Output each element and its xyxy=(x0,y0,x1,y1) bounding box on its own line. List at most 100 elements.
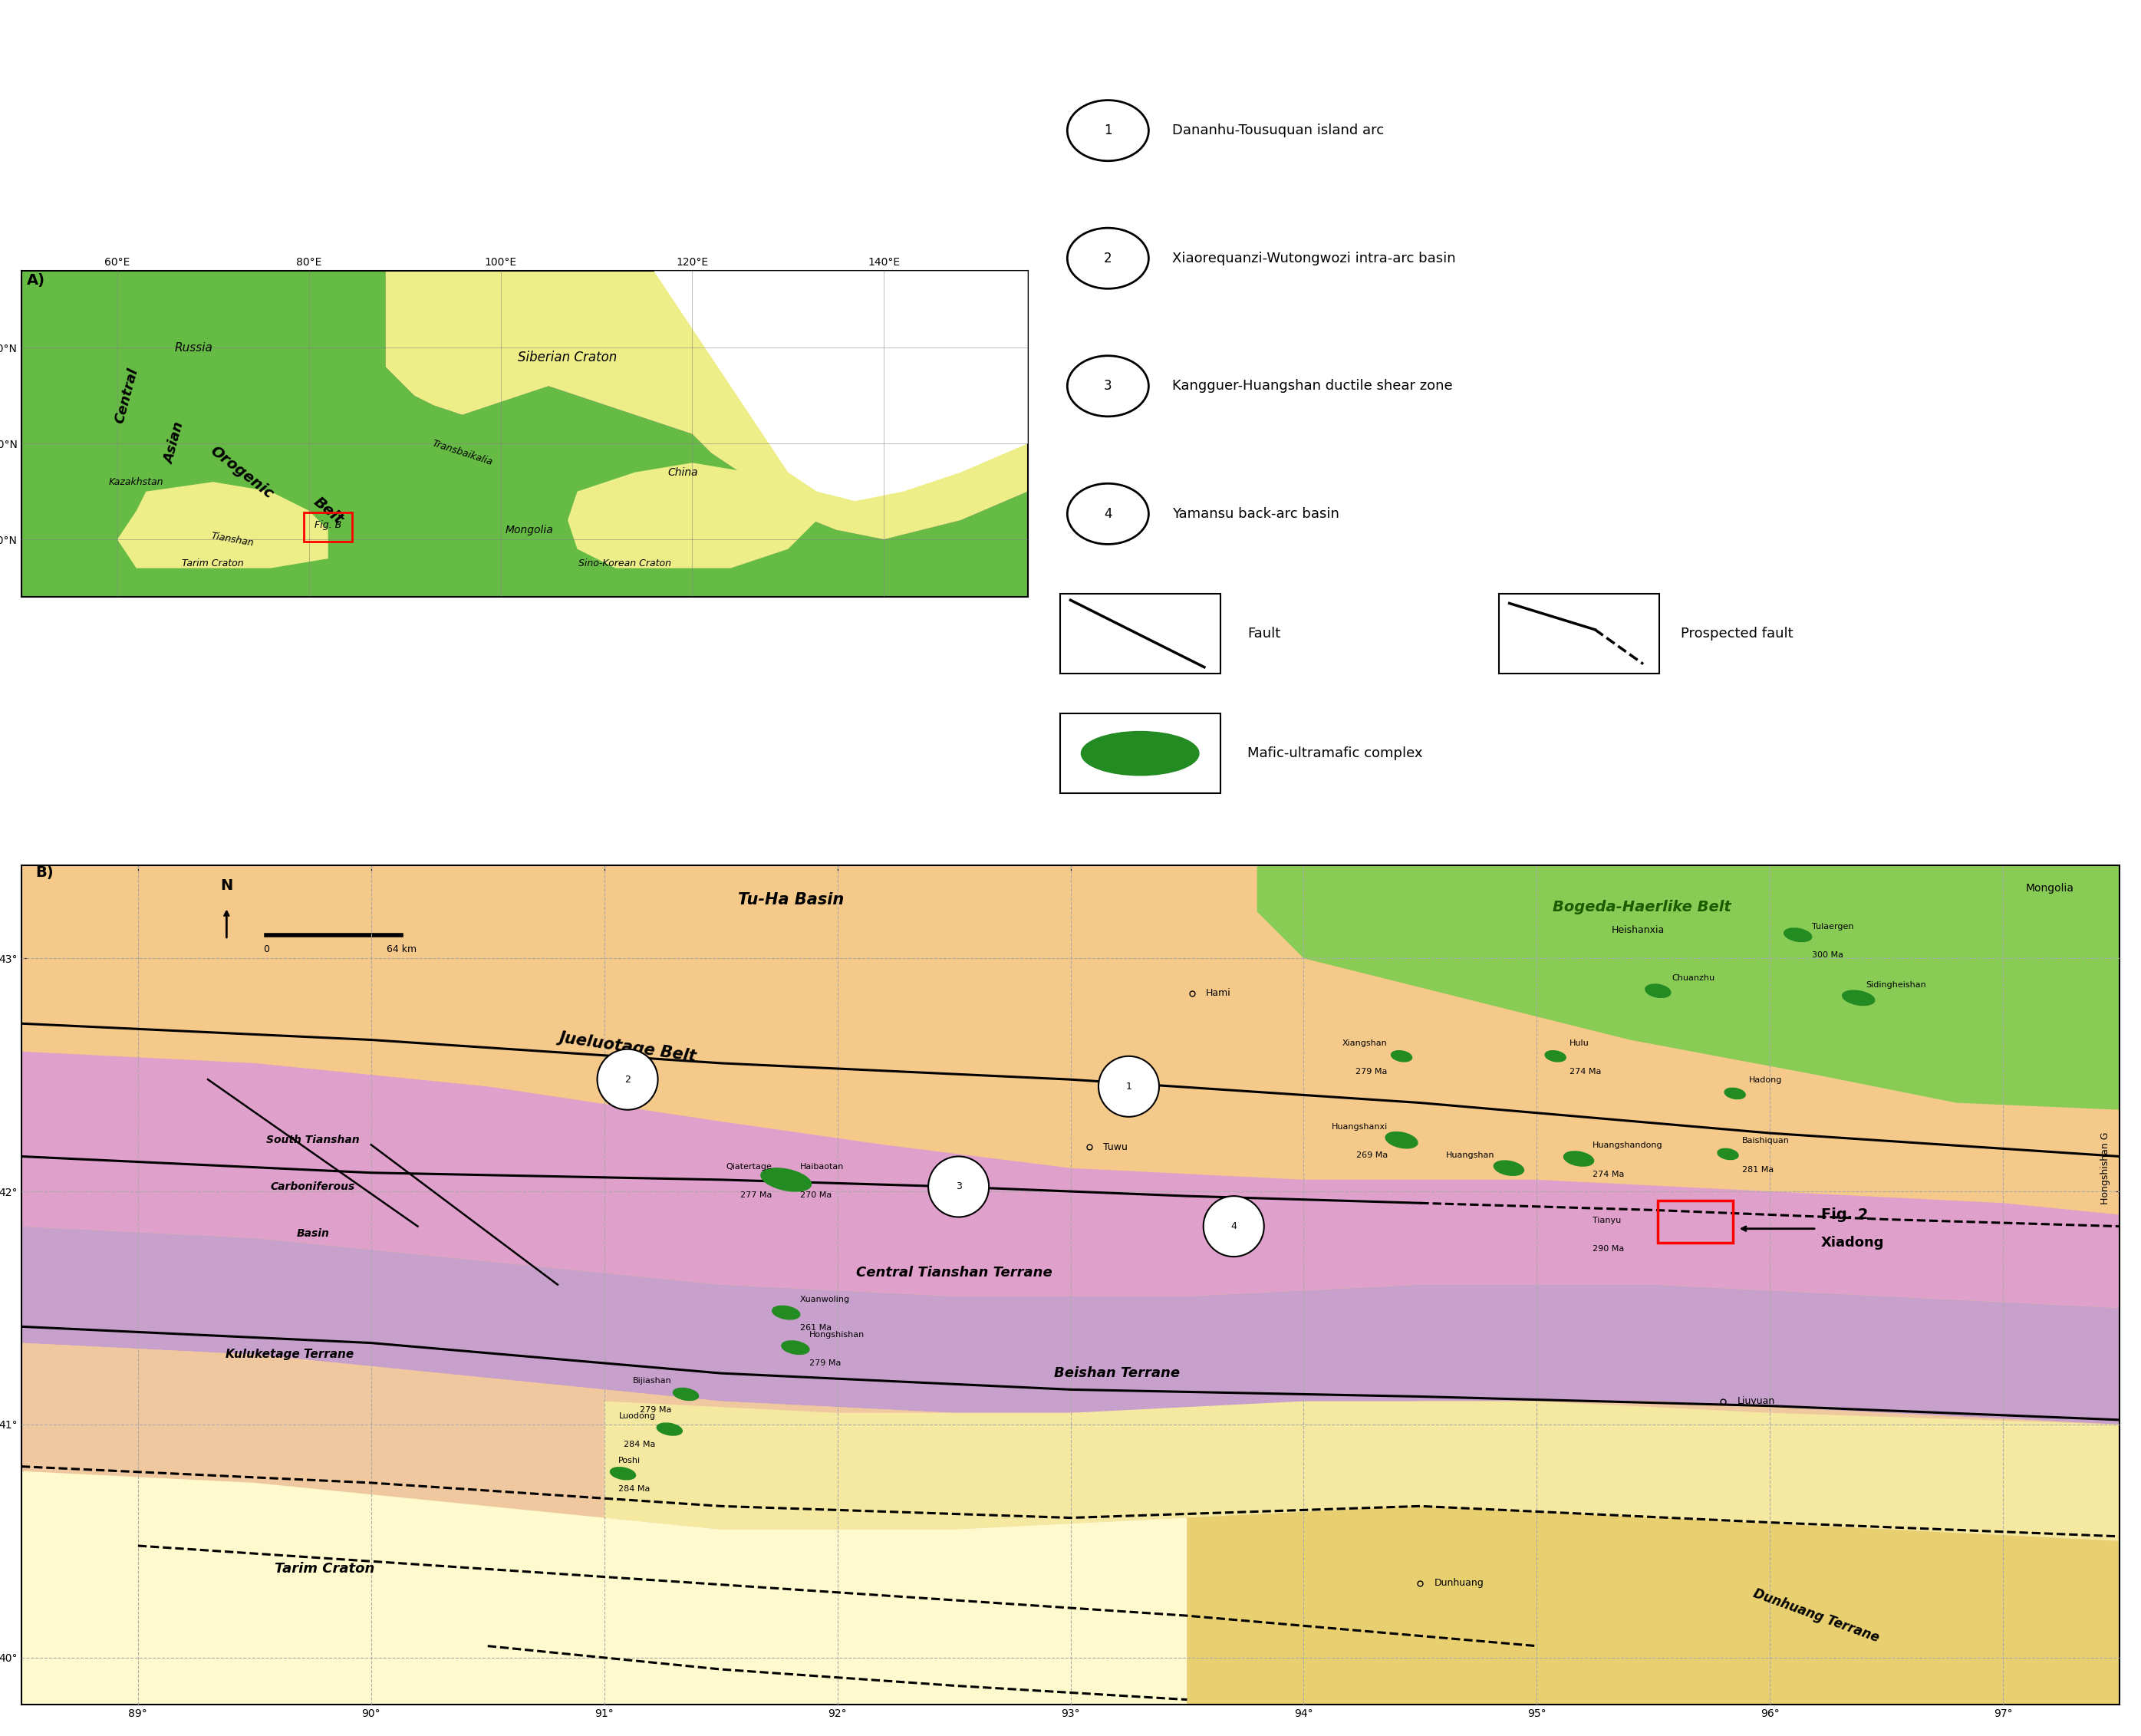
Text: Fig. B: Fig. B xyxy=(315,521,343,529)
Text: 2: 2 xyxy=(1105,252,1111,266)
Text: 281 Ma: 281 Ma xyxy=(1743,1167,1773,1174)
Text: Huangshandong: Huangshandong xyxy=(1593,1142,1664,1149)
Text: A): A) xyxy=(26,273,45,288)
Text: Jueluotage Belt: Jueluotage Belt xyxy=(559,1029,698,1064)
Ellipse shape xyxy=(1644,984,1670,998)
Text: Belt: Belt xyxy=(310,495,345,528)
Circle shape xyxy=(1098,1055,1158,1116)
Text: Dunhuang Terrane: Dunhuang Terrane xyxy=(1751,1587,1882,1646)
Text: Huangshan: Huangshan xyxy=(1445,1151,1494,1158)
Text: 279 Ma: 279 Ma xyxy=(1355,1068,1387,1076)
Ellipse shape xyxy=(1081,731,1199,776)
Text: 274 Ma: 274 Ma xyxy=(1569,1068,1601,1076)
Ellipse shape xyxy=(1843,991,1876,1005)
Text: South Tianshan: South Tianshan xyxy=(265,1135,360,1146)
Ellipse shape xyxy=(672,1389,698,1401)
Text: Bijiashan: Bijiashan xyxy=(634,1377,672,1385)
Ellipse shape xyxy=(1494,1161,1524,1175)
Polygon shape xyxy=(1186,1507,2120,1705)
Polygon shape xyxy=(21,1470,1186,1705)
Bar xyxy=(1499,594,1659,674)
Text: 279 Ma: 279 Ma xyxy=(809,1359,841,1366)
Polygon shape xyxy=(385,271,1028,540)
Text: 269 Ma: 269 Ma xyxy=(1355,1151,1387,1160)
Text: 2: 2 xyxy=(625,1075,632,1085)
Text: Tarim Craton: Tarim Craton xyxy=(182,559,244,568)
Text: N: N xyxy=(221,878,233,892)
Text: Liuyuan: Liuyuan xyxy=(1736,1396,1775,1406)
Text: 4: 4 xyxy=(1105,507,1111,521)
Text: 279 Ma: 279 Ma xyxy=(640,1406,672,1413)
Text: Xiadong: Xiadong xyxy=(1822,1236,1884,1250)
Text: 274 Ma: 274 Ma xyxy=(1593,1170,1625,1179)
Text: Mongolia: Mongolia xyxy=(505,524,552,535)
Bar xyxy=(1060,713,1220,793)
Text: Carboniferous: Carboniferous xyxy=(270,1182,355,1193)
Text: Sidingheishan: Sidingheishan xyxy=(1865,981,1927,988)
Text: B): B) xyxy=(36,865,54,880)
Text: Xiaorequanzi-Wutongwozi intra-arc basin: Xiaorequanzi-Wutongwozi intra-arc basin xyxy=(1173,252,1456,266)
Ellipse shape xyxy=(1546,1050,1565,1062)
Text: Mafic-ultramafic complex: Mafic-ultramafic complex xyxy=(1246,746,1422,760)
Ellipse shape xyxy=(657,1424,683,1436)
Text: Chuanzhu: Chuanzhu xyxy=(1672,974,1715,981)
Text: Russia: Russia xyxy=(176,342,214,354)
Circle shape xyxy=(1066,227,1148,288)
Text: Tianyu: Tianyu xyxy=(1593,1217,1621,1224)
Text: Haibaotan: Haibaotan xyxy=(801,1163,844,1170)
Text: 0: 0 xyxy=(263,944,270,955)
Text: Hadong: Hadong xyxy=(1749,1076,1781,1085)
Text: 290 Ma: 290 Ma xyxy=(1593,1245,1625,1253)
Text: Dananhu-Tousuquan island arc: Dananhu-Tousuquan island arc xyxy=(1173,123,1383,137)
Polygon shape xyxy=(1257,865,2120,1109)
Ellipse shape xyxy=(1563,1151,1593,1167)
Text: 270 Ma: 270 Ma xyxy=(801,1191,831,1200)
Text: Sino-Korean Craton: Sino-Korean Craton xyxy=(578,559,672,568)
Ellipse shape xyxy=(760,1168,811,1191)
Polygon shape xyxy=(567,464,818,568)
Ellipse shape xyxy=(1385,1132,1417,1147)
Text: Mongolia: Mongolia xyxy=(2025,884,2075,894)
Text: Prospected fault: Prospected fault xyxy=(1681,627,1794,641)
Text: Central Tianshan Terrane: Central Tianshan Terrane xyxy=(856,1266,1051,1279)
Text: Yamansu back-arc basin: Yamansu back-arc basin xyxy=(1173,507,1340,521)
Text: Tarim Craton: Tarim Craton xyxy=(274,1562,375,1576)
Ellipse shape xyxy=(1783,929,1811,941)
Text: Hongshishan: Hongshishan xyxy=(809,1330,865,1338)
Text: 3: 3 xyxy=(955,1182,961,1191)
Text: 64 km: 64 km xyxy=(385,944,415,955)
Text: Hulu: Hulu xyxy=(1569,1040,1589,1047)
Polygon shape xyxy=(21,1344,2120,1542)
Text: Xuanwoling: Xuanwoling xyxy=(801,1295,850,1304)
Text: Tulaergen: Tulaergen xyxy=(1811,922,1854,930)
Text: Tianshan: Tianshan xyxy=(210,531,255,549)
Text: Siberian Craton: Siberian Craton xyxy=(518,351,617,365)
Polygon shape xyxy=(21,1226,2120,1425)
Text: Asian: Asian xyxy=(163,422,186,465)
Text: Beishan Terrane: Beishan Terrane xyxy=(1053,1366,1180,1380)
Text: Qiatertage: Qiatertage xyxy=(726,1163,773,1170)
Text: Orogenic: Orogenic xyxy=(208,443,276,502)
Text: Huangshanxi: Huangshanxi xyxy=(1332,1123,1387,1130)
Text: Kazakhstan: Kazakhstan xyxy=(109,477,165,486)
Text: Kuluketage Terrane: Kuluketage Terrane xyxy=(225,1349,353,1361)
Text: Luodong: Luodong xyxy=(619,1411,655,1420)
Circle shape xyxy=(1066,356,1148,417)
Text: Hami: Hami xyxy=(1205,988,1231,998)
Polygon shape xyxy=(118,483,328,568)
Text: Dunhuang: Dunhuang xyxy=(1434,1578,1484,1588)
Text: Xiangshan: Xiangshan xyxy=(1342,1040,1387,1047)
Ellipse shape xyxy=(773,1305,801,1319)
Text: 277 Ma: 277 Ma xyxy=(741,1191,773,1200)
Text: 1: 1 xyxy=(1105,123,1111,137)
Text: 261 Ma: 261 Ma xyxy=(801,1325,831,1332)
Circle shape xyxy=(1066,484,1148,543)
Text: China: China xyxy=(668,467,698,477)
Text: Poshi: Poshi xyxy=(619,1457,640,1463)
Polygon shape xyxy=(21,271,1028,597)
Ellipse shape xyxy=(1392,1050,1411,1062)
Text: Transbaikalia: Transbaikalia xyxy=(430,439,495,467)
Circle shape xyxy=(929,1156,989,1217)
Text: Kangguer-Huangshan ductile shear zone: Kangguer-Huangshan ductile shear zone xyxy=(1173,378,1454,392)
Bar xyxy=(1657,1201,1732,1243)
